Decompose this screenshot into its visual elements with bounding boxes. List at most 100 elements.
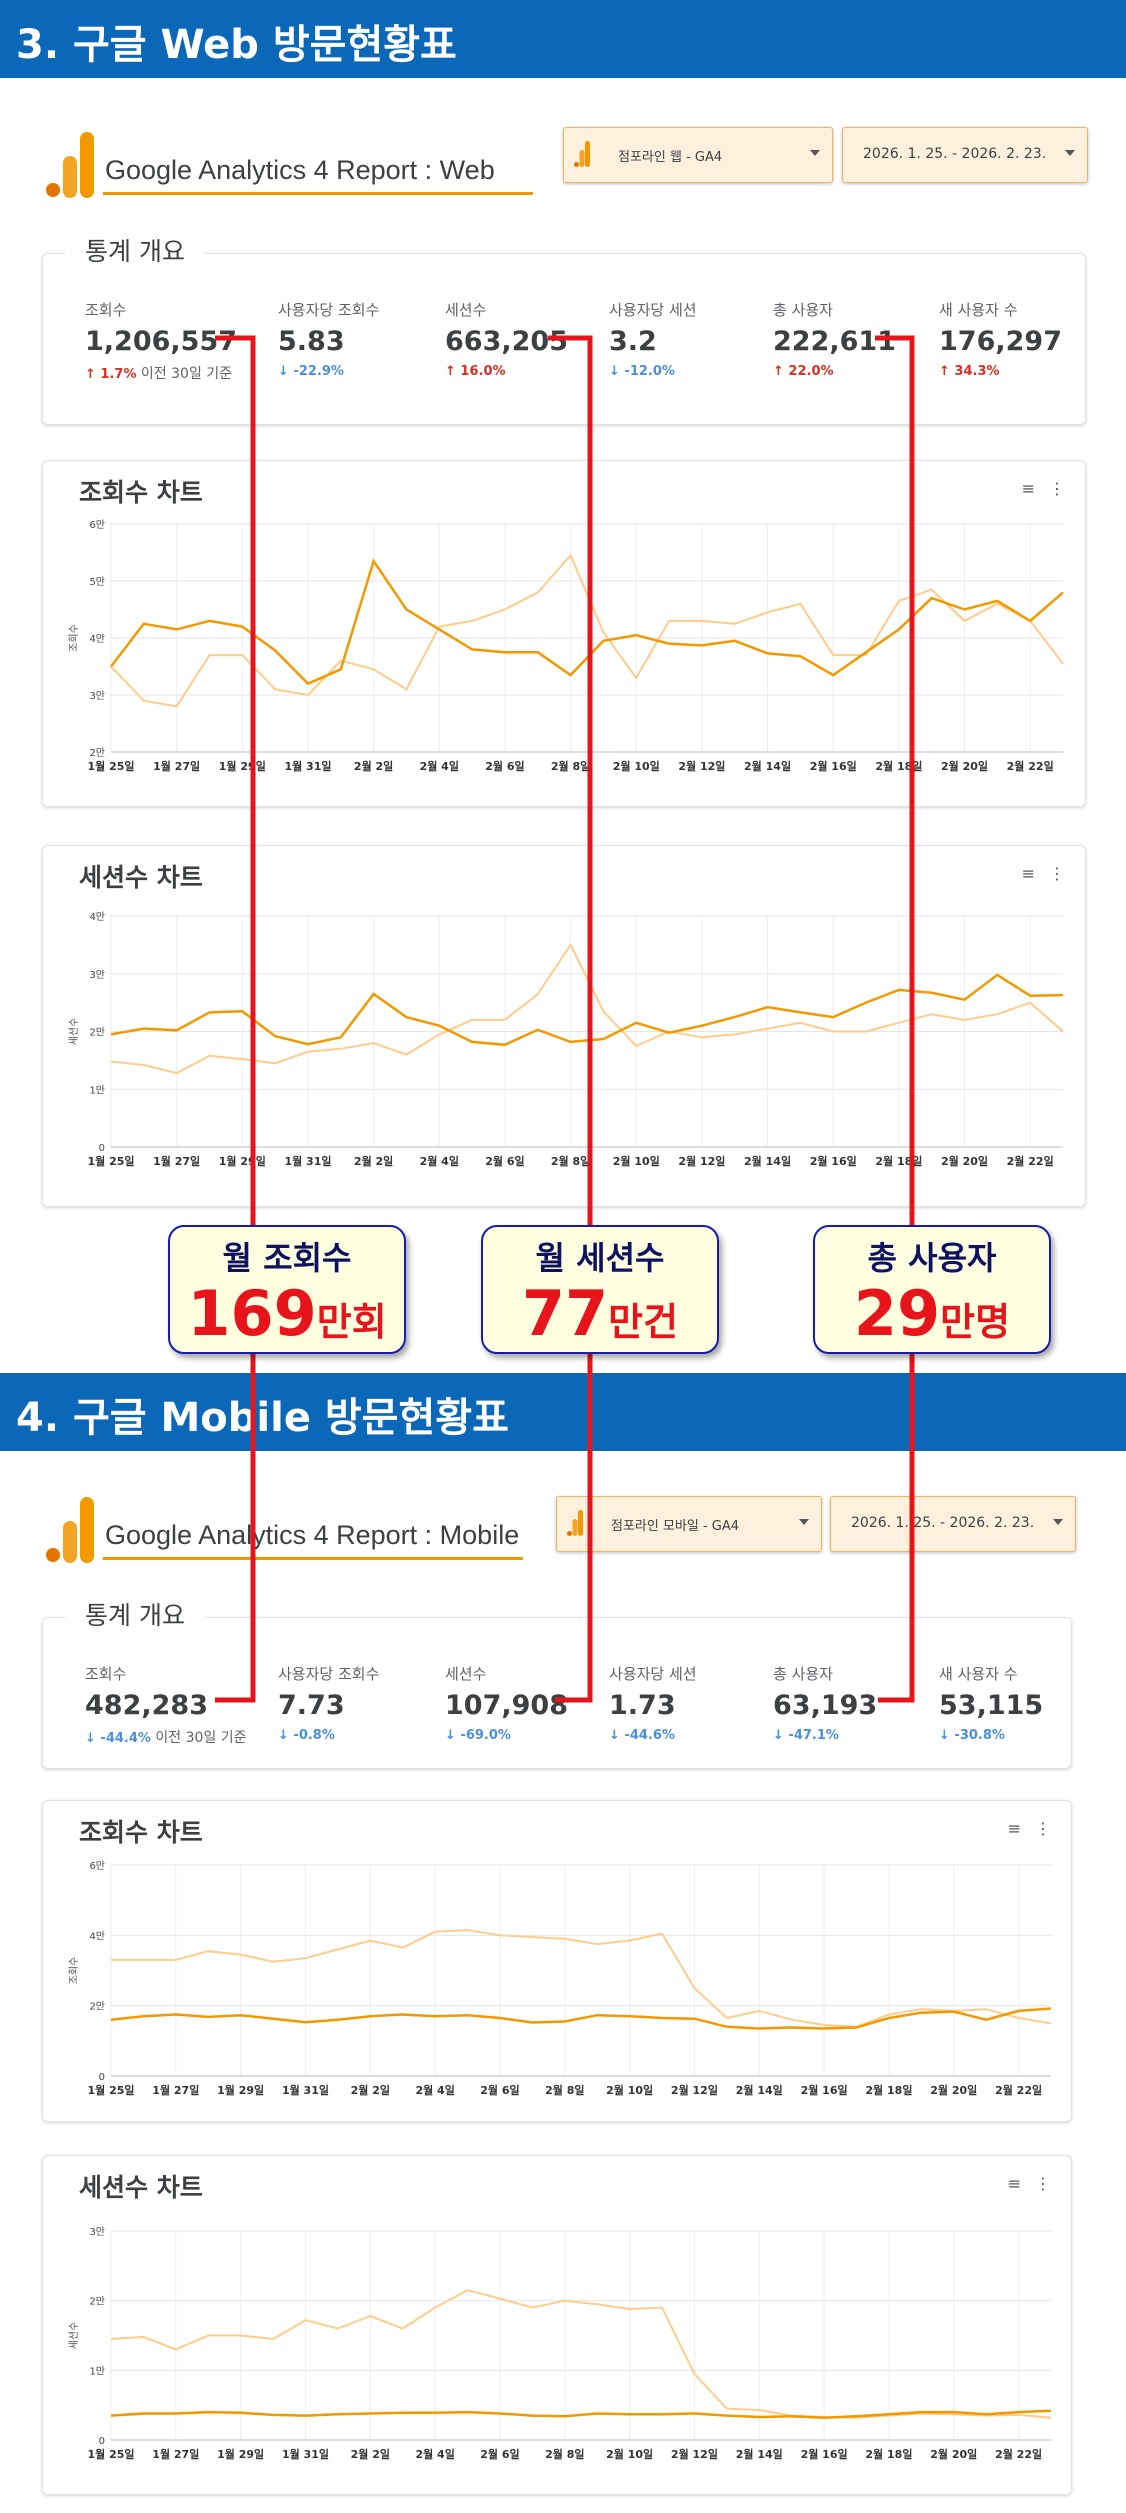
- callout-number: 77: [521, 1277, 609, 1350]
- stat-label: 총 사용자: [773, 1665, 833, 1683]
- series-line-light: [110, 2289, 1052, 2419]
- ga-mini-icon: [567, 1510, 583, 1536]
- stat-change: ↑ 22.0%: [773, 363, 943, 379]
- y-tick-label: 2만: [89, 747, 105, 759]
- x-tick-label: 2월 2일: [351, 2447, 390, 2461]
- stat-change-value: ↓ -0.8%: [278, 1728, 335, 1743]
- stat-change-value: ↑ 16.0%: [445, 364, 506, 379]
- views-connector: [215, 335, 256, 1703]
- y-tick-label: 6만: [89, 519, 105, 531]
- stat-value: 3.2: [609, 326, 657, 357]
- callout-number: 169: [187, 1277, 317, 1350]
- y-tick-label: 3만: [89, 969, 105, 981]
- web-sessions-chart-title: 세션수 차트: [79, 863, 203, 892]
- stat-0: 조회수 482,283 ↓ -44.4% 이전 30일 기준: [85, 1663, 255, 1747]
- x-tick-label: 2월 20일: [930, 2447, 977, 2461]
- y-tick-label: 5만: [89, 576, 105, 588]
- filter-icon[interactable]: ≡: [1007, 2174, 1021, 2193]
- x-tick-label: 1월 27일: [152, 2447, 199, 2461]
- y-tick-label: 6만: [89, 1860, 105, 1872]
- web-date-range-label: 2026. 1. 25. - 2026. 2. 23.: [863, 146, 1047, 162]
- stat-label: 총 사용자: [773, 301, 833, 319]
- x-tick-label: 1월 25일: [87, 2083, 134, 2097]
- web-report-header: Google Analytics 4 Report : Web 점포라인 웹 -…: [0, 110, 1126, 220]
- x-tick-label: 1월 25일: [87, 2447, 134, 2461]
- y-tick-label: 3만: [89, 2226, 105, 2238]
- stat-change: ↓ -47.1%: [773, 1727, 943, 1743]
- web-property-label: 점포라인 웹 - GA4: [618, 150, 723, 165]
- stat-label: 세션수: [445, 301, 487, 319]
- mobile-sessions-chart-card: 세션수 차트 ≡ ⋮ 0 1만 2만 3만 세션수 1월 25일 1월 27일 1월 29일 1월…: [42, 2155, 1072, 2495]
- x-tick-label: 2월 20일: [941, 759, 988, 773]
- web-report-underline: [103, 192, 533, 195]
- filter-icon[interactable]: ≡: [1021, 479, 1035, 498]
- x-tick-label: 1월 31일: [282, 2447, 329, 2461]
- x-tick-label: 2월 6일: [485, 1154, 524, 1168]
- stat-label: 새 사용자 수: [939, 1665, 1018, 1683]
- x-tick-label: 2월 20일: [941, 1154, 988, 1168]
- series-line-light: [110, 553, 1064, 708]
- mobile-property-select[interactable]: 점포라인 모바일 - GA4: [556, 1496, 822, 1552]
- x-tick-label: 2월 22일: [1007, 1154, 1054, 1168]
- series-line-dark: [110, 558, 1064, 686]
- x-tick-label: 2월 14일: [744, 1154, 791, 1168]
- y-tick-label: 0: [99, 2072, 105, 2083]
- x-tick-label: 2월 6일: [485, 759, 524, 773]
- web-property-select[interactable]: 점포라인 웹 - GA4: [563, 127, 833, 183]
- web-date-range-select[interactable]: 2026. 1. 25. - 2026. 2. 23.: [842, 127, 1088, 183]
- stat-change-value: ↓ -12.0%: [609, 364, 675, 379]
- more-vert-icon[interactable]: ⋮: [1049, 479, 1065, 498]
- y-axis-label: 조회수: [68, 1957, 80, 1985]
- web-banner: 3. 구글 Web 방문현황표: [0, 0, 1126, 78]
- stat-3: 사용자당 세션 3.2 ↓ -12.0%: [609, 299, 779, 379]
- callout-unit: 만명: [940, 1300, 1011, 1344]
- x-tick-label: 2월 4일: [420, 1154, 459, 1168]
- x-tick-label: 2월 10일: [613, 759, 660, 773]
- callout-unit: 만건: [608, 1300, 679, 1344]
- x-tick-label: 2월 18일: [865, 2083, 912, 2097]
- stat-2: 세션수 107,908 ↓ -69.0%: [445, 1663, 615, 1743]
- stat-change-value: ↓ -69.0%: [445, 1728, 511, 1743]
- stat-1: 사용자당 조회수 7.73 ↓ -0.8%: [278, 1663, 448, 1743]
- web-overview-title: 통계 개요: [65, 232, 205, 268]
- web-views-chart-title: 조회수 차트: [79, 478, 203, 507]
- stat-change-value: ↓ -30.8%: [939, 1728, 1005, 1743]
- more-vert-icon[interactable]: ⋮: [1049, 864, 1065, 883]
- x-tick-label: 2월 16일: [810, 1154, 857, 1168]
- mobile-report-title: Google Analytics 4 Report : Mobile: [105, 1520, 520, 1550]
- series-line-dark: [110, 2007, 1052, 2030]
- chevron-down-icon: [1065, 150, 1075, 156]
- mobile-date-range-label: 2026. 1. 25. - 2026. 2. 23.: [851, 1515, 1035, 1531]
- x-tick-label: 2월 4일: [415, 2083, 454, 2097]
- filter-icon[interactable]: ≡: [1007, 1819, 1021, 1838]
- chevron-down-icon: [1053, 1519, 1063, 1525]
- y-tick-label: 4만: [89, 911, 105, 923]
- stat-change-value: ↑ 1.7%: [85, 367, 137, 382]
- more-vert-icon[interactable]: ⋮: [1035, 2174, 1051, 2193]
- callout-unit: 만회: [316, 1300, 387, 1344]
- x-tick-label: 2월 12일: [671, 2447, 718, 2461]
- y-tick-label: 4만: [89, 1930, 105, 1942]
- stat-5: 새 사용자 수 53,115 ↓ -30.8%: [939, 1663, 1109, 1743]
- stat-value: 482,283: [85, 1690, 208, 1721]
- stat-change-value: ↑ 22.0%: [773, 364, 834, 379]
- stat-value: 1,206,557: [85, 326, 238, 357]
- callout-title: 총 사용자: [867, 1239, 997, 1277]
- y-tick-label: 1만: [89, 2365, 105, 2377]
- stat-change: ↑ 34.3%: [939, 363, 1109, 379]
- series-line-dark: [110, 2409, 1052, 2419]
- stat-label: 조회수: [85, 1665, 127, 1683]
- mobile-views-chart-title: 조회수 차트: [79, 1818, 203, 1847]
- stat-value: 63,193: [773, 1690, 878, 1721]
- stat-label: 새 사용자 수: [939, 301, 1018, 319]
- x-tick-label: 2월 16일: [810, 759, 857, 773]
- stat-label: 사용자당 조회수: [278, 1665, 380, 1683]
- more-vert-icon[interactable]: ⋮: [1035, 1819, 1051, 1838]
- mobile-report-underline: [103, 1557, 523, 1560]
- stat-label: 조회수: [85, 301, 127, 319]
- mobile-date-range-select[interactable]: 2026. 1. 25. - 2026. 2. 23.: [830, 1496, 1076, 1552]
- stat-change-value: ↑ 34.3%: [939, 364, 1000, 379]
- filter-icon[interactable]: ≡: [1021, 864, 1035, 883]
